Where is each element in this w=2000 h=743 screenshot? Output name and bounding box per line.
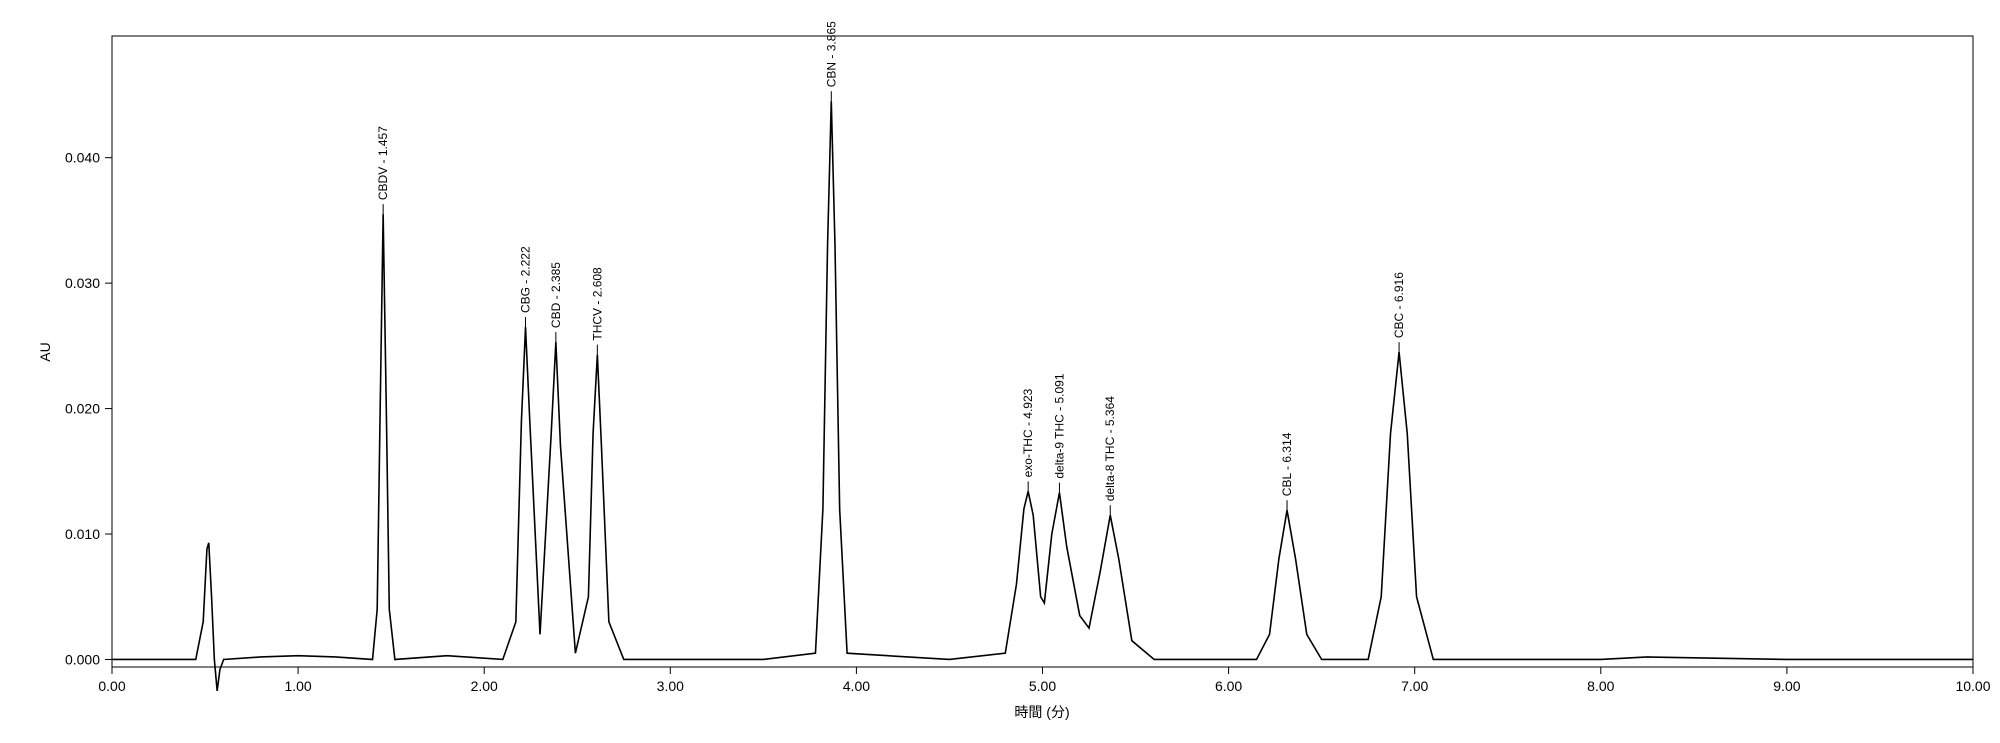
peak-label: CBG - 2.222	[519, 246, 533, 313]
x-axis-label: 時間 (分)	[1014, 704, 1069, 720]
peak-label: CBC - 6.916	[1392, 272, 1406, 338]
y-tick-label: 0.020	[65, 401, 100, 417]
x-tick-label: 3.00	[657, 678, 684, 694]
peak-label: CBDV - 1.457	[376, 126, 390, 200]
trace	[112, 101, 1973, 691]
y-axis-label: AU	[37, 342, 53, 361]
y-tick-label: 0.000	[65, 651, 100, 667]
x-tick-label: 6.00	[1215, 678, 1242, 694]
x-tick-label: 5.00	[1029, 678, 1056, 694]
x-tick-label: 2.00	[471, 678, 498, 694]
x-tick-label: 8.00	[1587, 678, 1614, 694]
peak-label: CBD - 2.385	[549, 262, 563, 328]
x-tick-label: 10.00	[1955, 678, 1990, 694]
peak-label: CBN - 3.865	[824, 21, 838, 87]
x-tick-label: 1.00	[284, 678, 311, 694]
x-tick-label: 9.00	[1773, 678, 1800, 694]
x-tick-label: 4.00	[843, 678, 870, 694]
plot-frame	[111, 35, 1974, 668]
peak-label: THCV - 2.608	[590, 267, 604, 341]
x-tick-label: 7.00	[1401, 678, 1428, 694]
peak-label: delta-8 THC - 5.364	[1103, 396, 1117, 501]
x-tick-label: 0.00	[98, 678, 125, 694]
y-tick-label: 0.030	[65, 275, 100, 291]
y-tick-label: 0.010	[65, 526, 100, 542]
peak-label: delta-9 THC - 5.091	[1052, 373, 1066, 478]
peak-label: exo-THC - 4.923	[1021, 388, 1035, 477]
peak-label: CBL - 6.314	[1280, 432, 1294, 496]
y-tick-label: 0.040	[65, 150, 100, 166]
